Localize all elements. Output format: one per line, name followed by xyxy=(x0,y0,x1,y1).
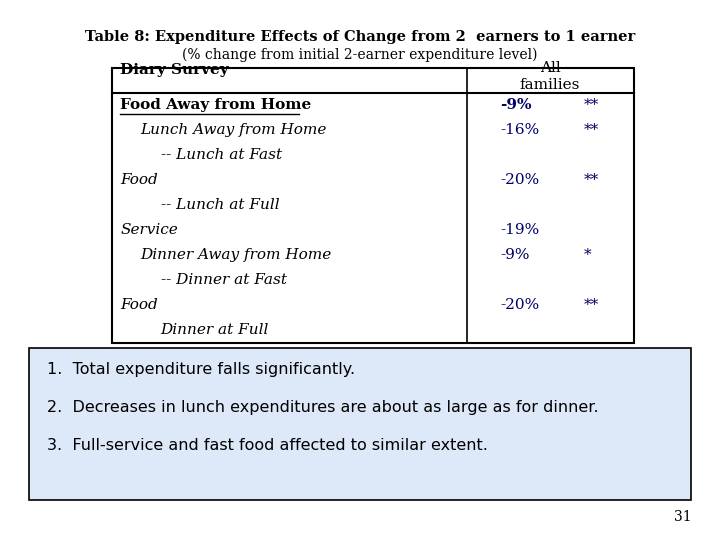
Text: 2.  Decreases in lunch expenditures are about as large as for dinner.: 2. Decreases in lunch expenditures are a… xyxy=(47,400,598,415)
Text: -16%: -16% xyxy=(500,123,539,137)
Text: -9%: -9% xyxy=(500,98,531,112)
Text: -- Dinner at Fast: -- Dinner at Fast xyxy=(161,273,287,287)
Text: Dinner Away from Home: Dinner Away from Home xyxy=(140,248,332,262)
Text: -- Lunch at Fast: -- Lunch at Fast xyxy=(161,148,282,162)
Text: 31: 31 xyxy=(674,510,691,524)
Text: -9%: -9% xyxy=(500,248,529,262)
Text: Lunch Away from Home: Lunch Away from Home xyxy=(140,123,327,137)
Text: Service: Service xyxy=(120,223,178,237)
Text: **: ** xyxy=(583,173,599,187)
Text: 1.  Total expenditure falls significantly.: 1. Total expenditure falls significantly… xyxy=(47,362,355,377)
Text: Diary Survey: Diary Survey xyxy=(120,63,229,77)
Text: Food: Food xyxy=(120,173,158,187)
Text: **: ** xyxy=(583,98,599,112)
Text: 3.  Full-service and fast food affected to similar extent.: 3. Full-service and fast food affected t… xyxy=(47,438,487,453)
Text: Table 8: Expenditure Effects of Change from 2  earners to 1 earner: Table 8: Expenditure Effects of Change f… xyxy=(85,30,635,44)
Text: *: * xyxy=(583,248,591,262)
Text: All: All xyxy=(540,61,560,75)
Text: families: families xyxy=(520,78,580,92)
Text: -19%: -19% xyxy=(500,223,539,237)
Text: Food Away from Home: Food Away from Home xyxy=(120,98,312,112)
Text: **: ** xyxy=(583,298,599,312)
Text: (% change from initial 2-earner expenditure level): (% change from initial 2-earner expendit… xyxy=(182,48,538,62)
Text: **: ** xyxy=(583,123,599,137)
Text: -- Lunch at Full: -- Lunch at Full xyxy=(161,198,279,212)
Text: Food: Food xyxy=(120,298,158,312)
Text: Dinner at Full: Dinner at Full xyxy=(161,323,269,338)
Text: -20%: -20% xyxy=(500,173,539,187)
Text: -20%: -20% xyxy=(500,298,539,312)
